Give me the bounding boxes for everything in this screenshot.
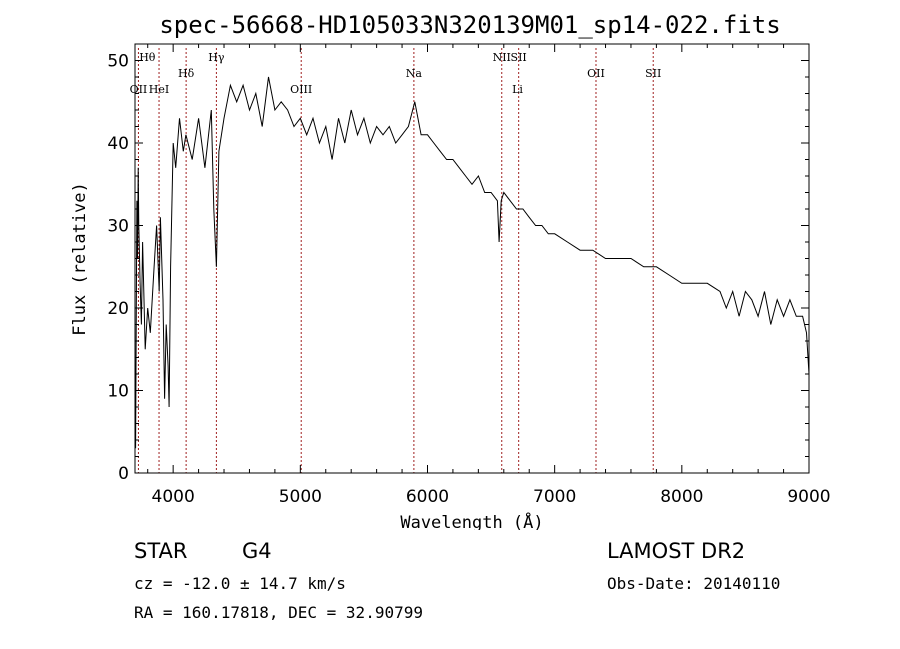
x-tick-label: 6000: [406, 487, 449, 507]
line-label: Li: [512, 83, 523, 96]
object-subclass: G4: [242, 539, 272, 563]
x-tick-label: 7000: [533, 487, 576, 507]
y-tick-label: 20: [107, 299, 129, 319]
x-axis-label: Wavelength (Å): [400, 511, 543, 530]
redshift-cz: cz = -12.0 ± 14.7 km/s: [134, 574, 346, 593]
x-tick-label: 9000: [787, 487, 830, 507]
line-label: SII: [511, 51, 527, 64]
object-class: STAR: [134, 539, 188, 563]
ra-dec: RA = 160.17818, DEC = 32.90799: [134, 603, 423, 622]
x-axis-ticks: 4000 5000 6000 7000 8000 9000: [147, 44, 831, 507]
chart-title: spec-56668-HD105033N320139M01_sp14-022.f…: [159, 11, 780, 39]
x-tick-label: 4000: [152, 487, 195, 507]
plot-frame: [134, 43, 810, 474]
line-label: Na: [406, 67, 423, 80]
line-label: Hδ: [178, 67, 195, 80]
y-tick-label: 40: [107, 134, 129, 154]
spectrum-line: [134, 76, 810, 449]
line-label: OII: [587, 67, 605, 80]
line-label: HeI: [149, 83, 169, 96]
y-axis-ticks: 0 10 20 30 40 50: [107, 52, 809, 484]
x-tick-label: 8000: [660, 487, 703, 507]
line-label: Hγ: [208, 51, 225, 64]
line-label: Hθ: [139, 51, 156, 64]
line-label: SII: [645, 67, 661, 80]
survey-name: LAMOST DR2: [607, 539, 746, 563]
y-tick-label: 50: [107, 52, 129, 72]
y-axis-label: Flux (relative): [70, 182, 90, 336]
spectrum-chart: spec-56668-HD105033N320139M01_sp14-022.f…: [70, 11, 831, 530]
line-label: OII: [130, 83, 148, 96]
y-tick-label: 30: [107, 217, 129, 237]
line-label: NII: [493, 51, 511, 64]
y-tick-label: 10: [107, 382, 129, 402]
observation-date: Obs-Date: 20140110: [607, 574, 781, 593]
x-tick-label: 5000: [279, 487, 322, 507]
y-tick-label: 0: [118, 464, 129, 484]
line-label: OIII: [290, 83, 312, 96]
